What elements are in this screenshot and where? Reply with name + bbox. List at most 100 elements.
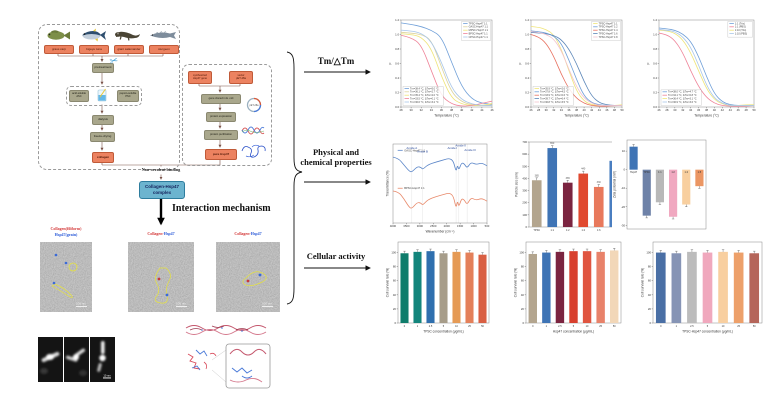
svg-text:0.8: 0.8 (653, 47, 657, 51)
svg-text:330: 330 (597, 181, 602, 184)
svg-text:0: 0 (394, 321, 396, 325)
svg-text:0.6: 0.6 (653, 62, 657, 66)
purification-step: protein purification (204, 130, 238, 140)
svg-text:1:1 (Tris): 1:1 (Tris) (735, 22, 745, 25)
svg-text:10: 10 (586, 325, 589, 328)
svg-text:TPSC-Hsp47 1:6: TPSC-Hsp47 1:6 (599, 33, 619, 36)
svg-text:Tm=33.9 °C, ΔTm=0.6 °C: Tm=33.9 °C, ΔTm=0.6 °C (540, 94, 569, 97)
step-label: ASC (76, 95, 82, 98)
label-part: Collagen- (147, 231, 164, 236)
svg-text:26: 26 (529, 108, 533, 112)
svg-text:600: 600 (522, 152, 527, 156)
svg-text:1:1 (PBS): 1:1 (PBS) (735, 26, 746, 29)
svg-text:-20: -20 (621, 205, 625, 209)
svg-text:Tm=36.6 °C, ΔTm=3.2 °C: Tm=36.6 °C, ΔTm=3.2 °C (410, 101, 439, 104)
svg-text:0: 0 (532, 325, 534, 328)
svg-text:2.5: 2.5 (690, 325, 694, 328)
step-label: acid-soluble (72, 92, 86, 96)
chart-particle-size: 0 100 200 300 400 500 600 700 385 TPSC 650 1:1 365 1:… (514, 138, 626, 234)
svg-text:20: 20 (648, 307, 652, 311)
collagen-node: collagen (92, 152, 114, 163)
svg-text:500: 500 (485, 224, 490, 228)
svg-text:42: 42 (590, 108, 594, 112)
svg-text:34: 34 (560, 108, 564, 112)
svg-text:1:6: 1:6 (597, 229, 601, 232)
svg-text:Amide I: Amide I (447, 146, 457, 150)
svg-text:BPSC-Hsp47 1:1: BPSC-Hsp47 1:1 (404, 186, 425, 190)
svg-text:34: 34 (430, 108, 434, 112)
step-label: freeze-drying (93, 134, 112, 139)
svg-text:48: 48 (745, 108, 749, 112)
svg-text:Tm=39.7 °C, ΔTm=6.4 °C: Tm=39.7 °C, ΔTm=6.4 °C (540, 98, 569, 101)
svg-text:700: 700 (522, 140, 527, 144)
svg-text:38: 38 (705, 108, 709, 112)
svg-text:1.2: 1.2 (395, 18, 399, 22)
chart-melting-curves-buffer: 0.0 0.2 0.4 0.6 0.8 1.0 1.2 26 28 30 32 34 36 38 40 42 4… (646, 16, 758, 118)
svg-text:0.2: 0.2 (525, 91, 529, 95)
svg-text:1.0: 1.0 (395, 33, 399, 37)
svg-text:50: 50 (753, 325, 756, 328)
svg-text:2000: 2000 (444, 224, 451, 228)
tem-image-collagen-hsp47-3: 100 nm (216, 242, 280, 312)
svg-text:60: 60 (521, 279, 525, 283)
svg-text:-30: -30 (621, 223, 625, 227)
svg-text:F: F (519, 62, 523, 64)
asc-step: acid-soluble ASC (69, 90, 89, 102)
chart-melting-curves-species: 0.0 0.2 0.4 0.6 0.8 1.0 1.2 28 30 32 34 36 38 40 42 44 4… (388, 16, 496, 118)
vector-node: vector pET-28a (229, 71, 253, 84)
svg-text:Hsp47 concentration (μg/mL): Hsp47 concentration (μg/mL) (553, 330, 594, 334)
svg-text:1500: 1500 (457, 224, 464, 228)
svg-text:42: 42 (470, 108, 474, 112)
step-label: synthesized (193, 73, 207, 77)
svg-text:36: 36 (567, 108, 571, 112)
plasmid-label: pET-28a (249, 104, 259, 107)
section-label-tm: Tm/△Tm (317, 56, 355, 66)
tem-label-1-line1: Collagen(filiform) (50, 226, 82, 231)
svg-text:36: 36 (697, 108, 701, 112)
svg-text:1:1: 1:1 (551, 229, 555, 232)
tem-image-collagen-hsp47-2: 100 nm (128, 242, 194, 312)
plasmid-icon: pET-28a (246, 97, 262, 113)
svg-text:3000: 3000 (417, 224, 424, 228)
svg-text:F: F (647, 62, 651, 64)
svg-text:32: 32 (420, 108, 424, 112)
svg-text:1:2: 1:2 (566, 229, 570, 232)
svg-text:Amide B: Amide B (417, 149, 428, 153)
chart-ftir-spectra: 4000 3500 3000 2500 2000 1500 1000 500 GASC-Hsp4… (385, 140, 491, 234)
svg-text:Hsp47: Hsp47 (630, 171, 638, 174)
svg-text:Tm=36.8 °C, ΔTm=3.5 °C: Tm=36.8 °C, ΔTm=3.5 °C (540, 101, 569, 104)
complex-line1: Collagen-Hsp47 (144, 184, 179, 190)
pure-hsp47-node: pure Hsp47 (205, 149, 237, 160)
svg-text:Particle size (nm): Particle size (nm) (515, 172, 519, 197)
svg-text:46: 46 (737, 108, 741, 112)
step-label: gene cloned in E. coli (208, 96, 234, 100)
svg-text:32: 32 (552, 108, 556, 112)
step-label: collagen (96, 154, 110, 159)
svg-text:40: 40 (460, 108, 464, 112)
svg-text:38: 38 (450, 108, 454, 112)
chart-zeta-potential: -30 -20 -10 0 10 Hsp47 TPSC 1:1 1:2 1:4 1:8 Zeta po… (612, 136, 710, 234)
svg-text:100: 100 (646, 251, 651, 255)
svg-text:3500: 3500 (403, 224, 410, 228)
svg-text:60: 60 (648, 279, 652, 283)
svg-text:40: 40 (521, 293, 525, 297)
svg-text:1: 1 (546, 325, 548, 328)
binding-label: Non-covalent binding (141, 167, 181, 172)
step-label: pretreatment (94, 65, 112, 70)
psc-step: pepsin-soluble PSC (117, 90, 139, 102)
svg-text:50: 50 (481, 325, 484, 328)
svg-text:5: 5 (573, 325, 575, 328)
svg-text:44: 44 (729, 108, 733, 112)
svg-text:0: 0 (522, 321, 524, 325)
svg-text:Tm=33.5 °C, ΔTm=0.1 °C: Tm=33.5 °C, ΔTm=0.1 °C (410, 98, 439, 101)
svg-text:46: 46 (605, 108, 609, 112)
step-label: pET-28a (236, 76, 246, 80)
svg-text:5: 5 (707, 325, 709, 328)
scale-bar-label: 100 nm (262, 302, 273, 306)
svg-text:100: 100 (519, 251, 524, 255)
svg-text:TPSC-Hsp47 1:4: TPSC-Hsp47 1:4 (599, 29, 619, 32)
svg-text:TPSC concentration (μg/mL): TPSC concentration (μg/mL) (423, 330, 463, 334)
svg-text:5: 5 (443, 325, 445, 328)
label-part: Hsp47 (163, 231, 175, 236)
svg-text:40: 40 (583, 108, 587, 112)
